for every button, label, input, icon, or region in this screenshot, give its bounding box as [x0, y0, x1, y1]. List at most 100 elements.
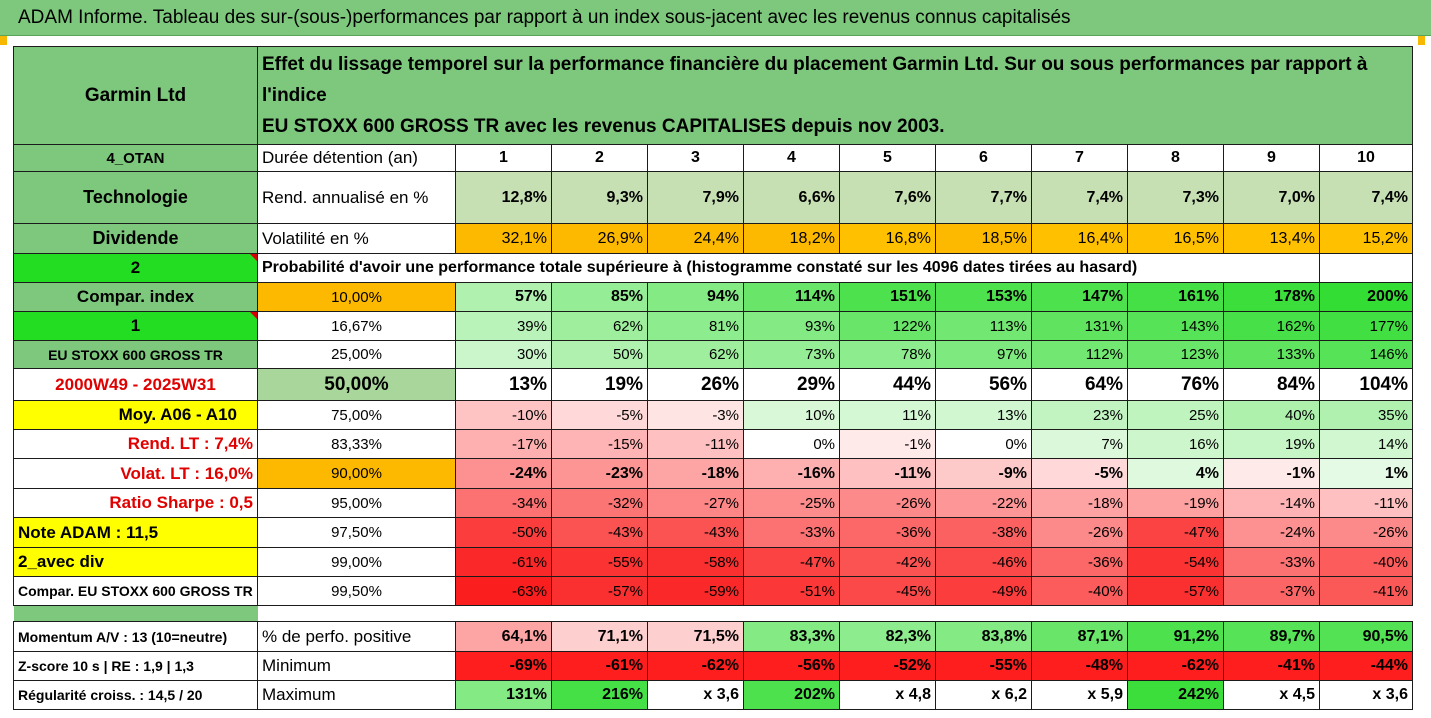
minimum-cell: -69% — [455, 651, 552, 681]
table-description: Effet du lissage temporel sur la perform… — [257, 46, 1413, 145]
rend-cell: 7,4% — [1031, 171, 1128, 224]
probability-value-cell: -19% — [1127, 488, 1224, 518]
side-label: EU STOXX 600 GROSS TR — [13, 340, 258, 369]
dividend-label: Dividende — [13, 223, 258, 254]
probability-value-cell: -27% — [647, 488, 744, 518]
probability-value-cell: 11% — [839, 400, 936, 430]
probability-value-cell: -36% — [839, 517, 936, 548]
probability-value-cell: 81% — [647, 311, 744, 341]
spacer-cell — [258, 606, 1413, 622]
pct_pos-cell: 89,7% — [1223, 621, 1320, 652]
probability-row: Note ADAM : 11,5 97,50% -50% -43% -43% -33% -3… — [13, 517, 1413, 548]
pct_pos-row: Momentum A/V : 13 (10=neutre)% de perfo.… — [13, 621, 1413, 652]
probability-value-cell: 57% — [455, 282, 552, 312]
pct_pos-cell: 64,1% — [455, 621, 552, 652]
probability-value-cell: 113% — [935, 311, 1032, 341]
maximum-cell: 242% — [1127, 680, 1224, 710]
probability-value-cell: -61% — [455, 547, 552, 577]
spacer-cell — [13, 605, 258, 622]
probability-value-cell: -15% — [551, 429, 648, 459]
probability-value-cell: 200% — [1319, 282, 1413, 312]
threshold-cell: 25,00% — [257, 340, 456, 369]
description-line-1: Effet du lissage temporel sur la perform… — [262, 54, 1368, 106]
probability-value-cell: 153% — [935, 282, 1032, 312]
minimum-row: Z-score 10 s | RE : 1,9 | 1,3 Minimum -69%… — [13, 651, 1413, 681]
side-label: 1 — [13, 311, 258, 341]
probability-value-cell: -43% — [551, 517, 648, 548]
probability-value-cell: 147% — [1031, 282, 1128, 312]
year-cell: 10 — [1319, 144, 1413, 172]
rend-cell: 7,0% — [1223, 171, 1320, 224]
side-label: Volat. LT : 16,0% — [13, 458, 258, 489]
probability-value-cell: 1% — [1319, 458, 1413, 489]
side-label: Compar. EU STOXX 600 GROSS TR — [13, 576, 258, 606]
volat-row: Dividende Volatilité en % 32,1% 26,9% 24,4… — [13, 223, 1413, 254]
probability-value-cell: 0% — [743, 429, 840, 459]
probability-value-cell: -47% — [743, 547, 840, 577]
probability-value-cell: -32% — [551, 488, 648, 518]
pct_pos-cell: 71,1% — [551, 621, 648, 652]
pct_pos-cell: 87,1% — [1031, 621, 1128, 652]
maximum-cell: x 3,6 — [647, 680, 744, 710]
probability-value-cell: -43% — [647, 517, 744, 548]
probability-value-cell: 0% — [935, 429, 1032, 459]
side-label: 2000W49 - 2025W31 — [13, 368, 258, 401]
probability-value-cell: 10% — [743, 400, 840, 430]
right-corner-marker — [1418, 36, 1425, 45]
minimum-cell: -62% — [647, 651, 744, 681]
volat-cell: 16,4% — [1031, 223, 1128, 254]
probability-value-cell: 56% — [935, 368, 1032, 401]
probability-value-cell: -63% — [455, 576, 552, 606]
volat-cell: 16,8% — [839, 223, 936, 254]
volat-cell: 18,2% — [743, 223, 840, 254]
probability-value-cell: -1% — [839, 429, 936, 459]
side-label: Z-score 10 s | RE : 1,9 | 1,3 — [13, 651, 258, 681]
pct_pos-cell: 71,5% — [647, 621, 744, 652]
probability-value-cell: -59% — [647, 576, 744, 606]
pct_pos-cell: 91,2% — [1127, 621, 1224, 652]
volat-cell: 15,2% — [1319, 223, 1413, 254]
rend-cell: 9,3% — [551, 171, 648, 224]
probability-value-cell: 25% — [1127, 400, 1224, 430]
probability-value-cell: -11% — [839, 458, 936, 489]
probability-value-cell: -26% — [839, 488, 936, 518]
probability-row: Ratio Sharpe : 0,5 95,00% -34% -32% -27% -25%… — [13, 488, 1413, 518]
probability-value-cell: -5% — [1031, 458, 1128, 489]
probability-row: Compar. EU STOXX 600 GROSS TR 99,50% -63% -… — [13, 576, 1413, 606]
maximum-cell: 202% — [743, 680, 840, 710]
value-2-label: 2 — [13, 253, 258, 283]
side-label: Moy. A06 - A10 — [13, 400, 258, 430]
rend-cell: 12,8% — [455, 171, 552, 224]
threshold-cell: 83,33% — [257, 429, 456, 459]
probability-value-cell: 73% — [743, 340, 840, 369]
probability-value-cell: -10% — [455, 400, 552, 430]
probability-value-cell: -54% — [1127, 547, 1224, 577]
probability-value-cell: 104% — [1319, 368, 1413, 401]
probability-value-cell: -57% — [551, 576, 648, 606]
probability-value-cell: 39% — [455, 311, 552, 341]
side-label: Note ADAM : 11,5 — [13, 517, 258, 548]
probability-value-cell: 50% — [551, 340, 648, 369]
probability-value-cell: -11% — [1319, 488, 1413, 518]
probability-row: EU STOXX 600 GROSS TR 25,00% 30% 50% 62% 73% 7… — [13, 340, 1413, 369]
probability-value-cell: -3% — [647, 400, 744, 430]
probability-value-cell: -57% — [1127, 576, 1224, 606]
probability-value-cell: 13% — [455, 368, 552, 401]
proba-header-row: 2 Probabilité d'avoir une performance to… — [13, 253, 1413, 283]
threshold-cell: 16,67% — [257, 311, 456, 341]
probability-value-cell: 151% — [839, 282, 936, 312]
maximum-cell: x 5,9 — [1031, 680, 1128, 710]
rend-label: Rend. annualisé en % — [257, 171, 456, 224]
side-label: Rend. LT : 7,4% — [13, 429, 258, 459]
probability-value-cell: 114% — [743, 282, 840, 312]
probability-value-cell: -26% — [1319, 517, 1413, 548]
probability-row: Rend. LT : 7,4% 83,33% -17% -15% -11% 0% -1% 0%… — [13, 429, 1413, 459]
probability-value-cell: 13% — [935, 400, 1032, 430]
threshold-cell: 90,00% — [257, 458, 456, 489]
probability-value-cell: 146% — [1319, 340, 1413, 369]
category-code: 4_OTAN — [13, 144, 258, 172]
rend-cell: 7,4% — [1319, 171, 1413, 224]
maximum-cell: 131% — [455, 680, 552, 710]
threshold-cell: 95,00% — [257, 488, 456, 518]
rend-cell: 7,7% — [935, 171, 1032, 224]
